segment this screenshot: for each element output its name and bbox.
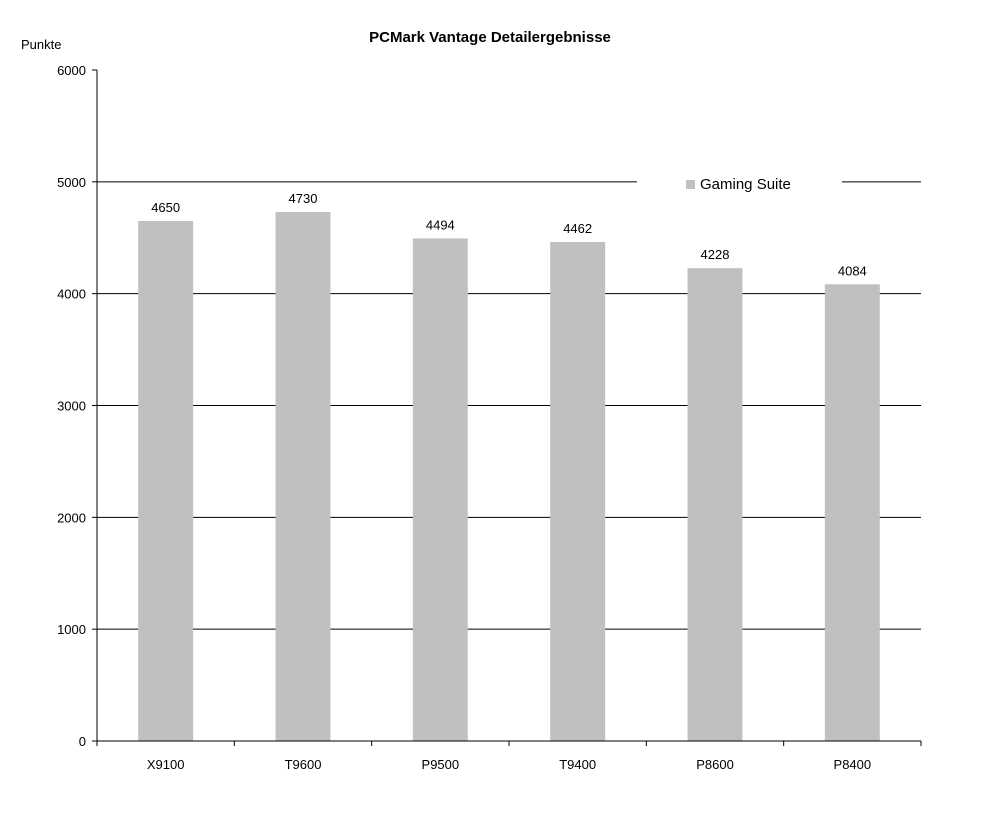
legend: Gaming Suite: [637, 166, 842, 200]
gridlines: [97, 181, 921, 630]
bar-x9100: [138, 220, 194, 742]
y-tick-label: 6000: [57, 63, 86, 78]
legend-background: [637, 166, 842, 200]
bar-p8600: [687, 268, 743, 741]
bar-t9400: [550, 241, 606, 741]
x-tick-label: T9600: [285, 757, 322, 772]
x-tick-label: P9500: [422, 757, 460, 772]
data-label: 4650: [151, 200, 180, 215]
data-label: 4228: [701, 247, 730, 262]
legend-swatch: [686, 180, 695, 189]
data-labels: 4650 4730 4494 4462 4228 4084: [151, 191, 867, 278]
legend-entry-gaming-suite: Gaming Suite: [700, 176, 791, 193]
x-tick-label: P8400: [834, 757, 872, 772]
y-tick-label: 5000: [57, 175, 86, 190]
y-tick-label: 1000: [57, 622, 86, 637]
data-label: 4462: [563, 221, 592, 236]
x-axis-ticks: X9100 T9600 P9500 T9400 P8600 P8400: [147, 757, 871, 772]
chart-title: PCMark Vantage Detailergebnisse: [369, 29, 611, 46]
data-label: 4084: [838, 263, 867, 278]
y-axis-label: Punkte: [21, 37, 61, 52]
y-axis-ticks: 0 1000 2000 3000 4000 5000 6000: [57, 63, 86, 749]
bar-p9500: [412, 238, 468, 741]
bar-t9600: [275, 212, 331, 742]
y-tick-label: 3000: [57, 399, 86, 414]
y-tick-label: 4000: [57, 287, 86, 302]
data-label: 4730: [289, 191, 318, 206]
x-tick-label: P8600: [696, 757, 734, 772]
y-tick-label: 2000: [57, 510, 86, 525]
x-tick-label: T9400: [559, 757, 596, 772]
bars: [138, 212, 880, 742]
y-tick-label: 0: [79, 734, 86, 749]
axes: [92, 69, 922, 746]
x-tick-label: X9100: [147, 757, 185, 772]
bar-p8400: [824, 284, 880, 741]
data-label: 4494: [426, 217, 455, 232]
